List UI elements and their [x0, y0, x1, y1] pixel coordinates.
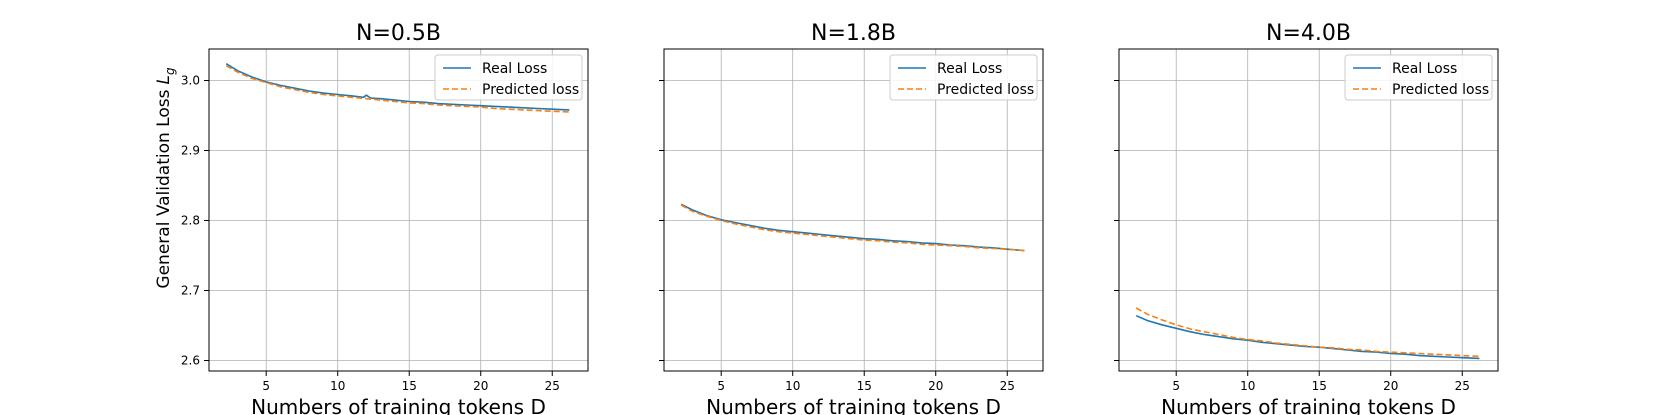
series-line-predicted-loss	[225, 65, 570, 113]
legend-box	[434, 54, 583, 101]
x-tick-label: 15	[402, 379, 417, 393]
y-axis-label: General Validation LossLg	[154, 67, 177, 289]
chart-title: N=0.5B	[356, 21, 441, 46]
axes-frame	[208, 48, 589, 372]
x-tick-label: 25	[1455, 379, 1470, 393]
legend-label: Real Loss	[1392, 61, 1457, 77]
x-tick-label: 15	[1312, 379, 1327, 393]
legend-box	[889, 54, 1038, 101]
x-tick-label: 10	[330, 379, 345, 393]
series-line-predicted-loss	[680, 204, 1025, 252]
chart-panels: 5 10 15 20 25 2.6 2.7 2.8 2.9 3.0 N=0.5B Numbers of…	[181, 21, 1499, 415]
x-axis-label: Numbers of training tokens D	[1161, 395, 1456, 415]
legend: Real Loss Predicted loss	[434, 54, 583, 101]
y-tick-label: 3.0	[181, 74, 200, 88]
x-tick-label: 10	[785, 379, 800, 393]
legend: Real Loss Predicted loss	[1344, 54, 1493, 101]
legend-box	[1344, 54, 1493, 101]
chart-title: N=1.8B	[811, 21, 896, 46]
axes-frame	[663, 48, 1044, 372]
series-line-real-loss	[680, 203, 1025, 252]
x-tick-label: 20	[473, 379, 488, 393]
series-line-real-loss	[225, 63, 570, 111]
legend-label: Predicted loss	[1392, 82, 1489, 98]
chart-panel-1: 5 10 15 20 25 2.6 2.7 2.8 2.9 3.0 N=0.5B Numbers of…	[181, 21, 589, 415]
y-tick-label: 2.6	[181, 354, 200, 368]
x-tick-label: 15	[857, 379, 872, 393]
series-line-real-loss	[1135, 314, 1480, 360]
x-tick-label: 20	[1383, 379, 1398, 393]
legend-label: Predicted loss	[482, 82, 579, 98]
legend-label: Real Loss	[937, 61, 1002, 77]
x-tick-label: 5	[262, 379, 270, 393]
y-tick-label: 2.7	[181, 284, 200, 298]
legend-label: Predicted loss	[937, 82, 1034, 98]
chart-panel-3: 5 10 15 20 25 N=4.0B Numbers of training token…	[1114, 21, 1499, 415]
x-tick-label: 5	[717, 379, 725, 393]
chart-panel-2: 5 10 15 20 25 N=1.8B Numbers of training token…	[659, 21, 1044, 415]
x-tick-label: 20	[928, 379, 943, 393]
x-tick-label: 5	[1172, 379, 1180, 393]
chart-title: N=4.0B	[1266, 21, 1351, 46]
y-tick-label: 2.8	[181, 214, 200, 228]
x-axis-label: Numbers of training tokens D	[706, 395, 1001, 415]
x-tick-label: 25	[1000, 379, 1015, 393]
legend-label: Real Loss	[482, 61, 547, 77]
y-tick-label: 2.9	[181, 144, 200, 158]
x-tick-label: 10	[1240, 379, 1255, 393]
axes-frame	[1118, 48, 1499, 372]
series-line-predicted-loss	[1135, 307, 1480, 358]
x-axis-label: Numbers of training tokens D	[251, 395, 546, 415]
legend: Real Loss Predicted loss	[889, 54, 1038, 101]
x-tick-label: 25	[545, 379, 560, 393]
